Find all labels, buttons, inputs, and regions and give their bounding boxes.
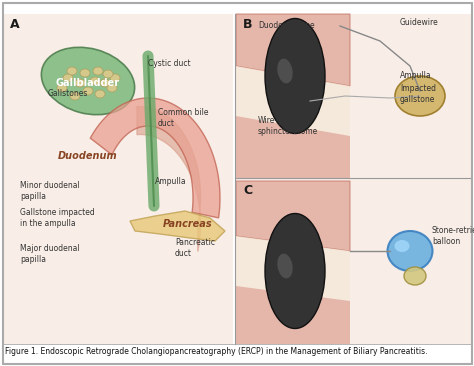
Text: Wire-guided
sphincterotome: Wire-guided sphincterotome	[258, 116, 318, 136]
Ellipse shape	[57, 84, 67, 92]
Ellipse shape	[63, 74, 73, 82]
Bar	[3, 14, 233, 344]
Text: Common bile
duct: Common bile duct	[158, 108, 209, 128]
Text: Gallstones: Gallstones	[48, 90, 88, 98]
Text: Ampulla: Ampulla	[155, 176, 187, 186]
Ellipse shape	[95, 90, 105, 98]
Ellipse shape	[277, 59, 293, 83]
Text: Duodenum: Duodenum	[58, 151, 118, 161]
Text: Ampulla: Ampulla	[400, 71, 432, 81]
Text: A: A	[10, 18, 19, 31]
Polygon shape	[236, 181, 350, 251]
Ellipse shape	[265, 19, 325, 134]
Ellipse shape	[70, 92, 80, 100]
Ellipse shape	[80, 69, 90, 77]
Ellipse shape	[110, 74, 120, 82]
Text: Stone-retrieval
balloon: Stone-retrieval balloon	[432, 226, 474, 246]
Text: Minor duodenal
papilla: Minor duodenal papilla	[20, 181, 80, 201]
Ellipse shape	[83, 87, 93, 95]
Text: C: C	[243, 184, 252, 197]
Polygon shape	[130, 211, 225, 241]
Bar	[236, 14, 471, 178]
Ellipse shape	[90, 77, 100, 85]
Ellipse shape	[388, 231, 432, 271]
Ellipse shape	[395, 76, 445, 116]
Text: Major duodenal
papilla: Major duodenal papilla	[20, 244, 80, 264]
Text: Figure 1. Endoscopic Retrograde Cholangiopancreatography (ERCP) in the Managemen: Figure 1. Endoscopic Retrograde Cholangi…	[5, 347, 428, 356]
Text: Cystic duct: Cystic duct	[148, 59, 191, 67]
Ellipse shape	[100, 79, 110, 87]
Polygon shape	[236, 116, 350, 178]
Ellipse shape	[107, 84, 117, 92]
Text: Impacted
gallstone: Impacted gallstone	[400, 84, 436, 104]
Ellipse shape	[75, 79, 85, 87]
Ellipse shape	[41, 47, 135, 115]
Ellipse shape	[394, 240, 410, 252]
Ellipse shape	[277, 254, 293, 279]
Text: Pancreatic
duct: Pancreatic duct	[175, 238, 215, 258]
Ellipse shape	[103, 70, 113, 78]
Ellipse shape	[265, 213, 325, 329]
Bar	[236, 179, 471, 344]
Text: Gallbladder: Gallbladder	[56, 78, 120, 88]
Ellipse shape	[404, 267, 426, 285]
Text: Duodenoscope: Duodenoscope	[258, 21, 315, 30]
Text: Guidewire: Guidewire	[400, 18, 439, 27]
Polygon shape	[236, 286, 350, 344]
Text: B: B	[243, 18, 253, 31]
Ellipse shape	[67, 67, 77, 75]
Text: Gallstone impacted
in the ampulla: Gallstone impacted in the ampulla	[20, 208, 95, 228]
Ellipse shape	[93, 67, 103, 75]
Polygon shape	[236, 236, 350, 301]
Polygon shape	[236, 14, 350, 86]
Polygon shape	[91, 98, 220, 218]
Polygon shape	[236, 66, 350, 136]
Text: Pancreas: Pancreas	[163, 219, 213, 229]
